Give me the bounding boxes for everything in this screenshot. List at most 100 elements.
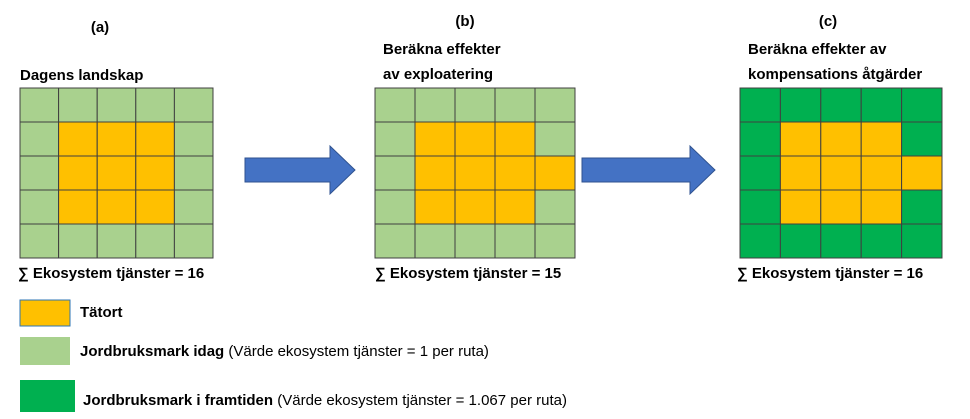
grid-cell — [454, 189, 496, 225]
panel-sum: ∑ Ekosystem tjänster = 16 — [737, 265, 923, 282]
grid-cell — [494, 223, 536, 259]
legend-swatch — [20, 380, 75, 412]
legend-entry: Jordbruksmark i framtiden (Värde ekosyst… — [83, 392, 567, 409]
panel-title: Beräkna effekter — [383, 41, 501, 58]
grid-cell — [739, 223, 781, 259]
grid-cell — [96, 155, 137, 191]
grid-cell — [374, 155, 416, 191]
legend-note: (Värde ekosystem tjänster = 1 per ruta) — [224, 343, 489, 360]
grid-cell — [414, 87, 456, 123]
grid-cell — [374, 87, 416, 123]
grid-cell — [494, 121, 536, 157]
grid-cell — [860, 189, 903, 225]
grid-cell — [779, 223, 822, 259]
legend-label: Jordbruksmark idag — [80, 343, 224, 360]
grid-cell — [779, 189, 822, 225]
grid-cell — [19, 189, 60, 225]
grid-cell — [96, 87, 137, 123]
grid-cell — [96, 223, 137, 259]
panel-title: kompensations åtgärder — [748, 66, 922, 83]
grid-cell — [173, 87, 214, 123]
grid-cell — [135, 87, 175, 123]
legend-entry: Jordbruksmark idag (Värde ekosystem tjän… — [80, 343, 489, 360]
panel-letter: (c) — [819, 13, 837, 30]
legend-label: Jordbruksmark i framtiden — [83, 392, 273, 409]
grid-cell — [173, 223, 214, 259]
grid-cell — [860, 155, 903, 191]
grid-cell — [901, 155, 943, 191]
grid-cell — [860, 223, 903, 259]
grid-cell — [820, 121, 862, 157]
grid-cell — [779, 87, 822, 123]
grid-cell — [58, 155, 98, 191]
grid-cell — [58, 189, 98, 225]
grid-cell — [779, 121, 822, 157]
panel-sum: ∑ Ekosystem tjänster = 16 — [18, 265, 204, 282]
grid-cell — [414, 223, 456, 259]
grid-cell — [173, 189, 214, 225]
grid-cell — [173, 121, 214, 157]
grid-cell — [454, 223, 496, 259]
grid-cell — [820, 155, 862, 191]
arrow — [581, 144, 716, 196]
grid-cell — [96, 189, 137, 225]
grid-cell — [414, 155, 456, 191]
grid-cell — [374, 121, 416, 157]
panel-title: Beräkna effekter av — [748, 41, 887, 58]
arrow — [244, 144, 356, 196]
panel-title: av exploatering — [383, 66, 493, 83]
grid-cell — [739, 121, 781, 157]
grid-cell — [739, 87, 781, 123]
panel-title: Dagens landskap — [20, 67, 143, 84]
grid-cell — [374, 189, 416, 225]
grid-cell — [454, 87, 496, 123]
grid-cell — [534, 189, 576, 225]
grid-cell — [534, 87, 576, 123]
panel-sum: ∑ Ekosystem tjänster = 15 — [375, 265, 561, 282]
grid-cell — [19, 121, 60, 157]
grid-cell — [860, 121, 903, 157]
grid-cell — [494, 155, 536, 191]
grid-cell — [19, 87, 60, 123]
grid-cell — [414, 121, 456, 157]
grid-cell — [534, 223, 576, 259]
grid-cell — [901, 121, 943, 157]
legend-label: Tätort — [80, 304, 123, 321]
grid-cell — [454, 155, 496, 191]
grid-cell — [779, 155, 822, 191]
grid-cell — [820, 223, 862, 259]
grid-cell — [534, 121, 576, 157]
grid-cell — [173, 155, 214, 191]
panel-letter: (a) — [91, 19, 109, 36]
grid-cell — [494, 189, 536, 225]
grid-cell — [820, 87, 862, 123]
legend-swatch — [20, 337, 70, 365]
legend-note: (Värde ekosystem tjänster = 1.067 per ru… — [273, 392, 567, 409]
grid-cell — [494, 87, 536, 123]
grid-cell — [901, 87, 943, 123]
grid-cell — [135, 121, 175, 157]
grid-cell — [739, 155, 781, 191]
grid-cell — [135, 223, 175, 259]
grid-cell — [58, 121, 98, 157]
grid-cell — [19, 155, 60, 191]
legend-swatch — [19, 299, 71, 327]
grid-cell — [19, 223, 60, 259]
grid-cell — [135, 189, 175, 225]
grid-cell — [96, 121, 137, 157]
grid-cell — [860, 87, 903, 123]
grids — [19, 87, 943, 259]
grid-cell — [58, 87, 98, 123]
grid-cell — [454, 121, 496, 157]
grid-cell — [739, 189, 781, 225]
grid-cell — [414, 189, 456, 225]
grid-cell — [901, 189, 943, 225]
grid-cell — [820, 189, 862, 225]
grid-cell — [374, 223, 416, 259]
grid-cell — [135, 155, 175, 191]
grid-cell — [901, 223, 943, 259]
grid-cell — [58, 223, 98, 259]
panel-letter: (b) — [455, 13, 474, 30]
